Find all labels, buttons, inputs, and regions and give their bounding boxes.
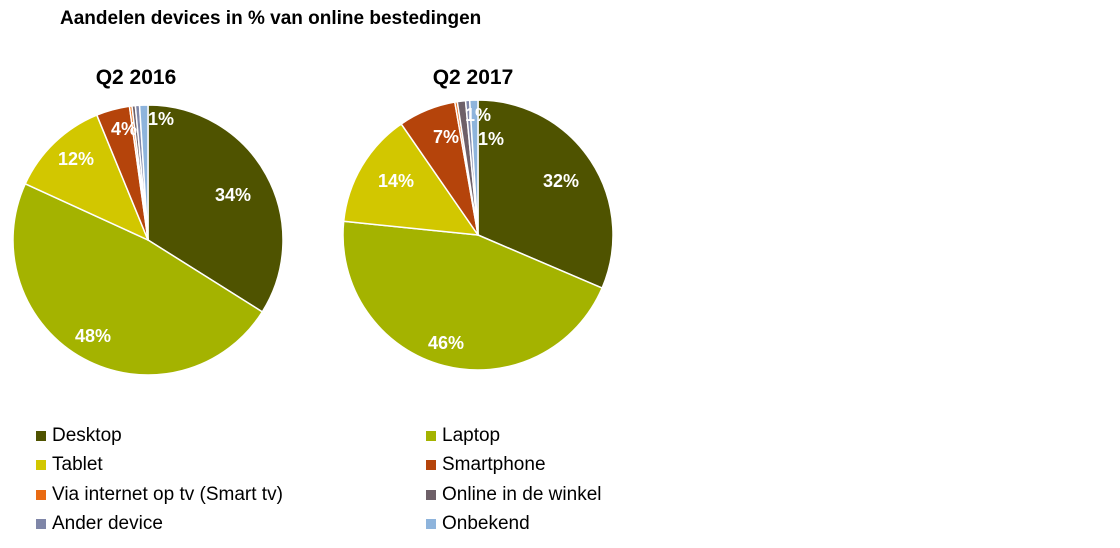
slice-label: 1%: [148, 109, 174, 129]
pie-charts: Q2 2016 34% 48% 12% 4% 1% Q2 2017 32% 46% 14% 7% 1%…: [12, 66, 614, 376]
legend-item: Ander device: [36, 513, 163, 535]
pie-1: Q2 2016 34% 48% 12% 4% 1%: [12, 66, 284, 376]
pie-slice-tablet: [342, 123, 479, 236]
legend-item: Tablet: [36, 454, 103, 476]
slice-label: 14%: [378, 171, 414, 191]
pie-slice-desktop: [477, 99, 614, 289]
legend-item: Online in de winkel: [426, 484, 601, 506]
legend-swatch: [426, 490, 436, 500]
legend-swatch: [426, 431, 436, 441]
slice-label: 48%: [75, 326, 111, 346]
legend-swatch: [36, 490, 46, 500]
slice-label: 7%: [433, 127, 459, 147]
legend-label: Via internet op tv (Smart tv): [52, 484, 283, 505]
pie-slice-laptop: [12, 183, 264, 376]
slice-label: 4%: [111, 119, 137, 139]
slice-label: 1%: [478, 129, 504, 149]
legend-item: Desktop: [36, 425, 122, 447]
legend-label: Desktop: [52, 425, 122, 446]
pie-2: Q2 2017 32% 46% 14% 7% 1% 1%: [342, 66, 614, 371]
legend-swatch: [426, 460, 436, 470]
legend-item: Smartphone: [426, 454, 546, 476]
legend-label: Smartphone: [442, 454, 546, 475]
legend-label: Online in de winkel: [442, 484, 602, 505]
slice-label: 1%: [465, 105, 491, 125]
legend-swatch: [426, 519, 436, 529]
legend-label: Laptop: [442, 425, 501, 446]
pie-title: Q2 2016: [96, 66, 177, 89]
chart-title: Aandelen devices in % van online bestedi…: [60, 8, 482, 29]
legend-label: Onbekend: [442, 513, 530, 534]
legend-item: Via internet op tv (Smart tv): [36, 484, 283, 506]
slice-label: 12%: [58, 149, 94, 169]
slice-label: 46%: [428, 333, 464, 353]
legend-swatch: [36, 431, 46, 441]
pie-slice-laptop: [342, 220, 603, 371]
slice-label: 32%: [543, 171, 579, 191]
legend-item: Laptop: [426, 425, 500, 447]
slice-label: 34%: [215, 185, 251, 205]
legend-label: Tablet: [52, 454, 103, 475]
legend-swatch: [36, 519, 46, 529]
pie-title: Q2 2017: [433, 66, 514, 89]
legend-item: Onbekend: [426, 513, 530, 535]
legend-label: Ander device: [52, 513, 163, 534]
pie-slice-tablet: [24, 114, 149, 241]
pie-slice-onbekend: [138, 104, 149, 241]
pie-slice-desktop: [147, 104, 284, 313]
legend-swatch: [36, 460, 46, 470]
pie-slice-onbekend: [468, 99, 479, 236]
